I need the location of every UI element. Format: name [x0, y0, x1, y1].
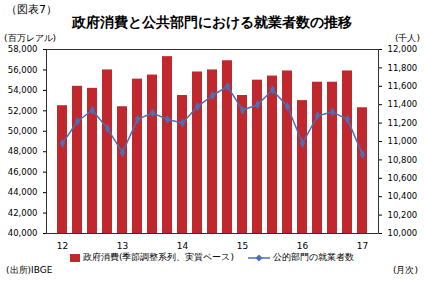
svg-text:46,000: 46,000 — [8, 167, 38, 177]
html-text:(千人): (千人) — [395, 33, 420, 43]
svg-text:12: 12 — [57, 241, 68, 251]
html-text:公的部門の就業者数: 公的部門の就業者数 — [273, 252, 354, 262]
html-text:政府消費と公共部門における就業者数の推移: 政府消費と公共部門における就業者数の推移 — [72, 14, 352, 30]
html-text:(出所)IBGE: (出所)IBGE — [6, 265, 53, 275]
html-text:（図表7）: （図表7） — [6, 3, 57, 16]
svg-text:11,800: 11,800 — [388, 63, 418, 73]
svg-text:54,000: 54,000 — [8, 85, 38, 95]
svg-text:13: 13 — [117, 241, 128, 251]
html-text:政府消費(季節調整系列、実質ベース): 政府消費(季節調整系列、実質ベース) — [83, 252, 234, 262]
svg-text:52,000: 52,000 — [8, 106, 38, 116]
svg-text:50,000: 50,000 — [8, 126, 38, 136]
svg-text:11,400: 11,400 — [388, 99, 418, 109]
svg-text:11,600: 11,600 — [388, 81, 418, 91]
svg-text:56,000: 56,000 — [8, 65, 38, 75]
svg-text:17: 17 — [357, 241, 368, 251]
svg-text:15: 15 — [237, 241, 248, 251]
svg-text:44,000: 44,000 — [8, 187, 38, 197]
svg-text:11,000: 11,000 — [388, 136, 418, 146]
svg-text:11,200: 11,200 — [388, 118, 418, 128]
svg-text:16: 16 — [297, 241, 309, 251]
svg-text:42,000: 42,000 — [8, 208, 38, 218]
svg-text:58,000: 58,000 — [8, 44, 38, 54]
svg-text:48,000: 48,000 — [8, 146, 38, 156]
svg-text:10,800: 10,800 — [388, 155, 418, 165]
svg-text:10,000: 10,000 — [388, 228, 418, 238]
svg-text:40,000: 40,000 — [8, 228, 38, 238]
svg-text:10,600: 10,600 — [388, 173, 418, 183]
html-text:(月次): (月次) — [393, 265, 418, 275]
svg-text:12,000: 12,000 — [388, 44, 418, 54]
svg-text:10,200: 10,200 — [388, 210, 418, 220]
svg-text:14: 14 — [177, 241, 189, 251]
svg-text:10,400: 10,400 — [388, 191, 418, 201]
html-text:(百万レアル): (百万レアル) — [4, 33, 56, 43]
